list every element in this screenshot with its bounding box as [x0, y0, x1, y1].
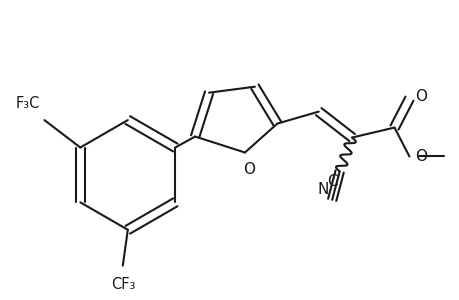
- Text: O: O: [414, 89, 426, 104]
- Text: C: C: [326, 174, 337, 189]
- Text: O: O: [414, 149, 426, 164]
- Text: O: O: [242, 163, 254, 178]
- Text: N: N: [317, 182, 329, 197]
- Text: F₃C: F₃C: [16, 96, 40, 111]
- Text: CF₃: CF₃: [111, 277, 135, 292]
